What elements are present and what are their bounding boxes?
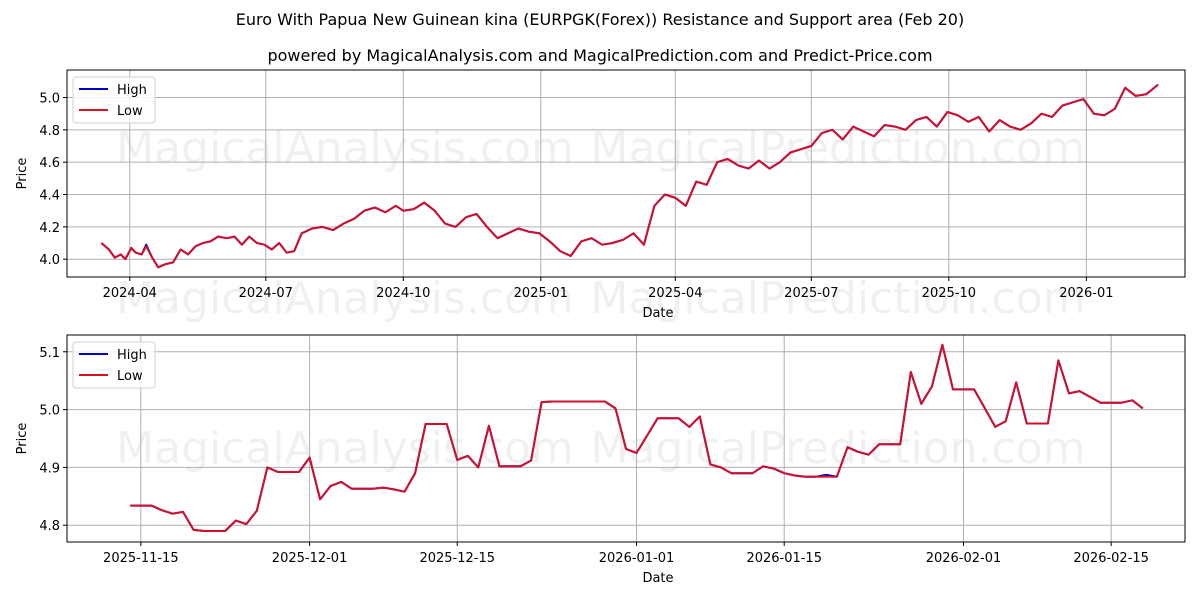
x-tick-label: 2025-01 [514, 286, 568, 301]
y-tick-label: 5.0 [39, 91, 60, 106]
watermark-text: MagicalAnalysis.com [116, 123, 574, 174]
watermark-text: MagicalPrediction.com [591, 273, 1086, 324]
series-low-line [100, 83, 1159, 269]
x-tick-label: 2024-07 [239, 286, 293, 301]
x-tick-label: 2026-01-15 [746, 551, 822, 566]
chart-title: Euro With Papua New Guinean kina (EURPGK… [235, 10, 965, 29]
x-axis-label: Date [642, 571, 673, 586]
axes-frame [66, 69, 1186, 278]
x-axis-label: Date [642, 306, 673, 321]
x-tick-label: 2025-11-15 [103, 551, 179, 566]
top-chart: MagicalAnalysis.com MagicalPrediction.com… [15, 69, 1186, 324]
axes-frame [66, 334, 1186, 543]
y-tick-label: 5.0 [39, 404, 60, 419]
x-tick-label: 2025-12-15 [419, 551, 495, 566]
y-tick-label: 4.8 [39, 124, 60, 139]
series-high-line [100, 83, 1159, 269]
x-tick-label: 2026-01 [1059, 286, 1113, 301]
legend-low-label: Low [117, 369, 143, 384]
bottom-chart: MagicalAnalysis.com MagicalPrediction.com… [15, 334, 1186, 586]
x-tick-label: 2025-10 [922, 286, 976, 301]
legend-low-label: Low [117, 104, 143, 119]
y-axis-label: Price [15, 423, 30, 455]
y-axis-label: Price [15, 158, 30, 190]
y-tick-label: 4.4 [39, 189, 60, 204]
x-tick-label: 2026-01-01 [599, 551, 675, 566]
x-tick-label: 2026-02-15 [1073, 551, 1149, 566]
legend-high-label: High [117, 83, 147, 98]
y-tick-label: 4.0 [39, 253, 60, 268]
chart-subtitle: powered by MagicalAnalysis.com and Magic… [267, 46, 933, 65]
watermark-text: MagicalAnalysis.com [116, 423, 574, 474]
y-tick-label: 4.9 [39, 461, 60, 476]
x-tick-label: 2025-04 [648, 286, 702, 301]
watermark-text: MagicalPrediction.com [591, 423, 1086, 474]
legend: High Low [72, 341, 156, 389]
legend: High Low [72, 76, 156, 124]
x-tick-label: 2024-04 [103, 286, 157, 301]
x-tick-label: 2026-02-01 [926, 551, 1002, 566]
x-tick-label: 2025-12-01 [272, 551, 348, 566]
x-tick-label: 2024-10 [376, 286, 430, 301]
y-tick-label: 4.6 [39, 156, 60, 171]
series-low-line [130, 343, 1144, 532]
legend-high-label: High [117, 348, 147, 363]
y-tick-label: 4.2 [39, 221, 60, 236]
x-tick-label: 2025-07 [784, 286, 838, 301]
watermark-text: MagicalAnalysis.com [116, 273, 574, 324]
watermark-text: MagicalPrediction.com [591, 123, 1086, 174]
y-tick-label: 5.1 [39, 346, 60, 361]
y-tick-label: 4.8 [39, 519, 60, 534]
